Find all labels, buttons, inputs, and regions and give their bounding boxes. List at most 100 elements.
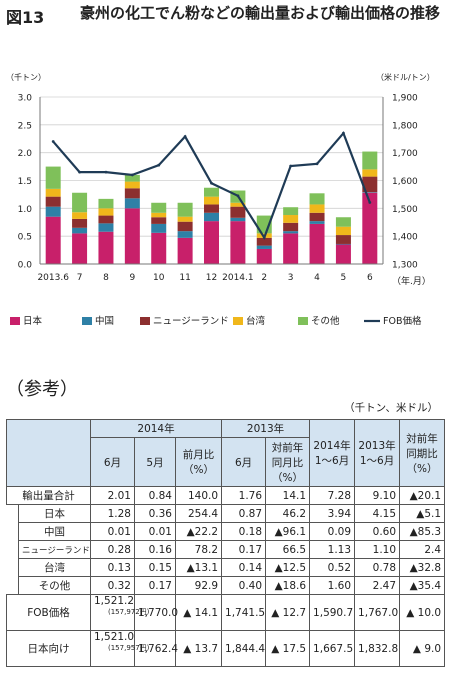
- header-jun: 6月: [90, 437, 135, 487]
- table-cell: 2.4: [399, 540, 446, 559]
- table-cell: 2.01: [90, 486, 135, 505]
- table-cell: ▲ 10.0: [399, 594, 446, 631]
- x-tick-label: 11: [179, 273, 190, 283]
- figure-title-text: 豪州の化工でん粉などの輸出量および輸出価格の推移: [80, 4, 441, 22]
- y-tick-label: 0.0: [18, 261, 33, 271]
- table-cell: 0.36: [134, 504, 176, 523]
- table-cell: 46.2: [265, 504, 311, 523]
- table-cell: 7.28: [309, 486, 356, 505]
- bar-segment: [230, 221, 246, 264]
- table-cell: ▲18.6: [265, 576, 311, 595]
- row-label: 日本向け: [6, 630, 91, 667]
- y2-tick-label: 1,700: [392, 149, 418, 159]
- row-label: 台湾: [18, 558, 91, 577]
- fob-price-point: [315, 162, 319, 166]
- bar-segment: [151, 217, 167, 224]
- bar-segment: [283, 207, 299, 216]
- row-label: 日本: [18, 504, 91, 523]
- reference-table: 2014年 2013年 2014年 1〜6月 2013年 1〜6月 対前年 同期比 （%…: [6, 419, 446, 667]
- table-row: その他 0.32 0.17 92.9 0.40 ▲18.6 1.60 2.47 ▲35.4: [7, 576, 446, 595]
- bar-segment: [335, 217, 351, 227]
- table-cell: 66.5: [265, 540, 311, 559]
- table-row: 日本向け 1,521.0 (157,957円) 1,762.4 ▲ 13.7 1,844.…: [6, 630, 446, 667]
- table-cell: 0.52: [309, 558, 356, 577]
- table-cell: 0.28: [90, 540, 135, 559]
- table-cell: 0.87: [221, 504, 267, 523]
- table-cell: ▲96.1: [265, 522, 311, 541]
- row-label: FOB価格: [6, 594, 91, 631]
- table-cell: 0.01: [90, 522, 135, 541]
- bar-segment: [72, 227, 88, 234]
- row-label: 輸出量合計: [6, 486, 91, 505]
- table-cell: 4.15: [354, 504, 401, 523]
- table-cell: 254.4: [174, 504, 223, 523]
- header-may: 5月: [134, 437, 176, 487]
- table-row: 輸出量合計 2.01 0.84 140.0 1.76 14.1 7.28 9.10 ▲20.1: [6, 486, 446, 505]
- y-axis-label: （千トン）: [6, 72, 46, 82]
- export-chart: 0.0 0.5 1.0 1.5 2.0 2.5 3.0 1,300 1,400 1,500 1,60…: [6, 72, 435, 327]
- y-tick-label: 2.5: [18, 121, 32, 131]
- bar-segment: [204, 212, 219, 222]
- table-cell: 0.40: [221, 576, 267, 595]
- header-2014: 2014年: [89, 419, 223, 438]
- y-tick-label: 3.0: [18, 94, 33, 104]
- bar-segment: [362, 169, 378, 177]
- table-cell: 0.84: [134, 486, 176, 505]
- x-tick-label: 2014.1: [222, 273, 254, 283]
- table-row: FOB価格 1,521.2 (157,972円) 1,770.0 ▲ 14.1 1,741…: [6, 594, 446, 631]
- bar-segment: [177, 202, 193, 217]
- y-tick-label: 2.0: [18, 149, 33, 159]
- bar-segment: [124, 208, 140, 264]
- corner-cell: [6, 419, 91, 487]
- table-cell: 92.9: [174, 576, 223, 595]
- header-h2013: 2013年 1〜6月: [354, 419, 401, 487]
- table-row: 台湾 0.13 0.15 ▲13.1 0.14 ▲12.5 0.52 0.78 ▲32.8: [7, 558, 446, 577]
- bar-segment: [230, 217, 246, 222]
- bar-segment: [98, 223, 114, 232]
- bar-segment: [151, 212, 167, 218]
- table-cell: 0.32: [90, 576, 135, 595]
- x-tick-label: 4: [314, 273, 320, 283]
- bar-segment: [283, 231, 299, 234]
- bar-segment: [177, 221, 193, 232]
- bar-segment: [335, 243, 351, 245]
- table-cell: ▲13.1: [174, 558, 223, 577]
- header-jun2013: 6月: [221, 437, 267, 487]
- reference-title: （参考）: [6, 379, 78, 400]
- table-cell: 1,741.5: [221, 594, 267, 631]
- table-cell: ▲ 12.7: [265, 594, 311, 631]
- header-2013: 2013年: [221, 419, 311, 438]
- table-cell: 1,832.8: [354, 630, 401, 667]
- y2-tick-label: 1,800: [392, 121, 418, 131]
- table-row: 中国 0.01 0.01 ▲22.2 0.18 ▲96.1 0.09 0.60 ▲85.3: [7, 522, 446, 541]
- table-cell: ▲12.5: [265, 558, 311, 577]
- x-tick-label: 2013.6: [37, 273, 69, 283]
- bar-segment: [256, 248, 272, 264]
- bar-segment: [124, 198, 140, 209]
- bar-segment: [309, 223, 325, 264]
- y2-tick-label: 1,900: [392, 94, 418, 104]
- header-yoy2: 対前年 同期比 （%）: [399, 419, 446, 487]
- legend-label: ニュージーランド: [153, 316, 229, 327]
- bar-segment: [98, 215, 114, 224]
- y-tick-label: 0.5: [18, 233, 32, 243]
- bar-segment: [230, 206, 246, 218]
- bar-segment: [335, 226, 351, 236]
- table-cell: 78.2: [174, 540, 223, 559]
- bar-segment: [45, 216, 61, 264]
- legend-swatch: [140, 317, 150, 325]
- bar-segment: [124, 181, 140, 189]
- bar-segment: [204, 221, 219, 264]
- y2-axis-label: （米ドル/トン）: [376, 72, 435, 82]
- table-cell: 0.17: [221, 540, 267, 559]
- bar-segment: [72, 212, 88, 219]
- table-cell: 0.16: [134, 540, 176, 559]
- bar-segment: [45, 206, 61, 217]
- x-tick-label: 3: [288, 273, 294, 283]
- y2-tick-label: 1,300: [392, 261, 418, 271]
- bar-segment: [45, 188, 61, 197]
- table-cell: 1.10: [354, 540, 401, 559]
- bar-segment: [204, 187, 219, 197]
- bar-segment: [72, 218, 88, 228]
- y2-tick-label: 1,500: [392, 205, 418, 215]
